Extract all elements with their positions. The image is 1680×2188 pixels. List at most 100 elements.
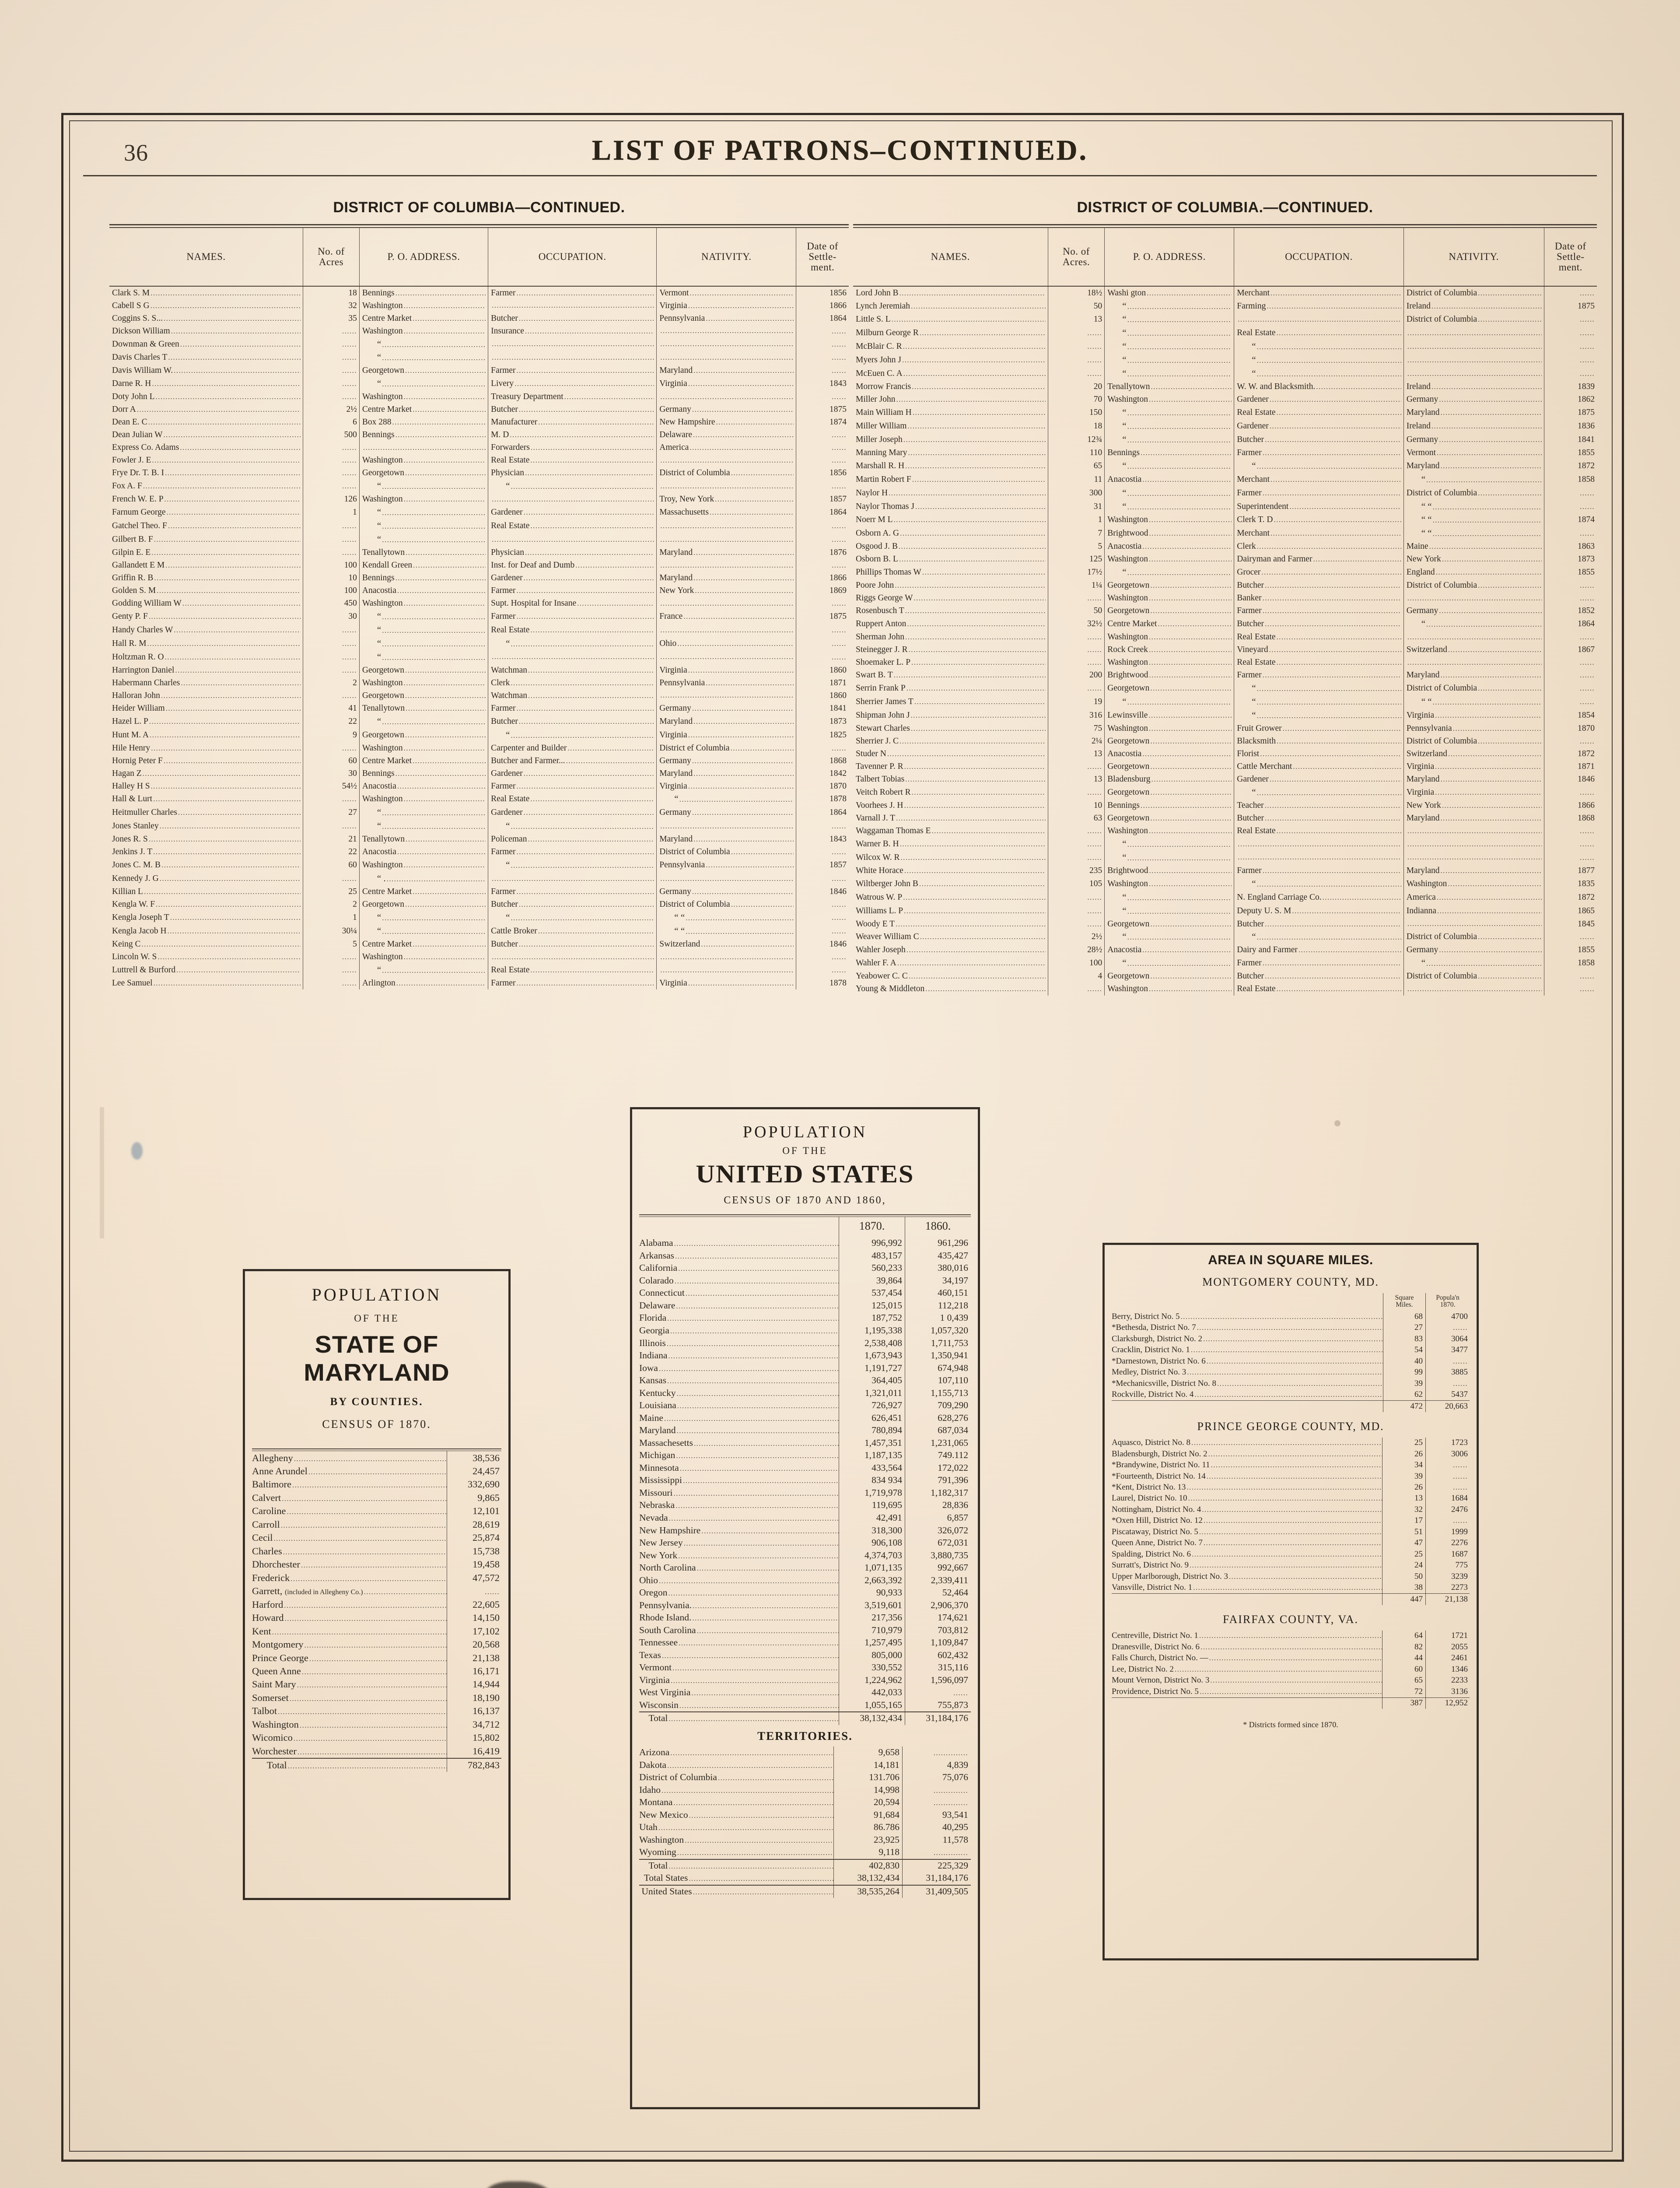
table-row[interactable]: Lynch Jeremiah..........................… [853,299,1597,313]
table-row[interactable]: Darne R. H..............................… [109,377,849,391]
table-row[interactable]: Gatchel Theo. F.........................… [109,519,849,533]
table-row[interactable]: Poore John..............................… [853,579,1597,592]
table-row[interactable]: Heider William..........................… [109,702,849,715]
table-row[interactable]: Downman & Green.........................… [109,337,849,351]
table-row[interactable]: Gilpin E. E.............................… [109,546,849,559]
table-row[interactable]: Manning Mary............................… [853,446,1597,459]
table-row[interactable]: Dean E. C...............................… [109,416,849,429]
table-row[interactable]: Veitch Robert R.........................… [853,785,1597,799]
table-row[interactable]: Cabell S G..............................… [109,299,849,312]
table-row[interactable]: Handy Charles W.........................… [109,623,849,637]
table-row[interactable]: Waggaman Thomas E.......................… [853,824,1597,838]
table-row[interactable]: Lord John B.............................… [853,286,1597,299]
table-row[interactable]: Woody E T...............................… [853,917,1597,930]
table-row[interactable]: Studer N................................… [853,747,1597,761]
table-row[interactable]: Hunt M. A...............................… [109,728,849,742]
table-row[interactable]: Little S. L.............................… [853,312,1597,326]
table-row[interactable]: Hile Henry..............................… [109,741,849,754]
table-row[interactable]: Davis Charles T.........................… [109,351,849,365]
table-row[interactable]: McBlair C. R............................… [853,340,1597,354]
table-row[interactable]: Tavenner P. R...........................… [853,760,1597,773]
table-row[interactable]: Williams L. P...........................… [853,904,1597,918]
table-row[interactable]: Gallandett E M..........................… [109,559,849,572]
table-row[interactable]: Hagan Z.................................… [109,767,849,780]
table-row[interactable]: Jones C. M. B...........................… [109,858,849,872]
table-row[interactable]: Miller William..........................… [853,419,1597,433]
table-row[interactable]: Miller John.............................… [853,393,1597,406]
table-row[interactable]: Wahler F. A.............................… [853,956,1597,970]
table-row[interactable]: Express Co. Adams.......................… [109,441,849,454]
table-row[interactable]: Jenkins J. T............................… [109,845,849,859]
table-row[interactable]: Milburn George R........................… [853,326,1597,340]
table-row[interactable]: Steinegger J. R.........................… [853,643,1597,656]
table-row[interactable]: Marshall R. H...........................… [853,459,1597,473]
table-row[interactable]: Jones Stanley...........................… [109,819,849,833]
table-row[interactable]: Griffin R. B............................… [109,572,849,585]
table-row[interactable]: Kennedy J. G............................… [109,872,849,886]
table-row[interactable]: Wiltberger John B.......................… [853,877,1597,891]
table-row[interactable]: McEuen C. A.............................… [853,367,1597,381]
table-row[interactable]: Shipman John J..........................… [853,708,1597,722]
table-row[interactable]: Young & Middleton.......................… [853,982,1597,996]
table-row[interactable]: Luttrell & Burford......................… [109,963,849,977]
table-row[interactable]: Clark S. M..............................… [109,286,849,299]
table-row[interactable]: Wahler Joseph...........................… [853,943,1597,957]
table-row[interactable]: Dean Julian W...........................… [109,428,849,442]
table-row[interactable]: Miller Joseph...........................… [853,433,1597,447]
table-row[interactable]: Talbert Tobias..........................… [853,773,1597,786]
table-row[interactable]: Halley H S..............................… [109,779,849,792]
table-row[interactable]: Hall & Lurt.............................… [109,792,849,806]
table-row[interactable]: Holtzman R. O...........................… [109,650,849,664]
table-row[interactable]: Kengla Jacob H..........................… [109,924,849,938]
table-row[interactable]: Swart B. T..............................… [853,669,1597,682]
table-row[interactable]: Morrow Francis..........................… [853,380,1597,393]
table-row[interactable]: Main William H..........................… [853,406,1597,420]
table-row[interactable]: Osborn A. G.............................… [853,526,1597,540]
table-row[interactable]: Hornig Peter F..........................… [109,754,849,767]
table-row[interactable]: Halloran John...........................… [109,689,849,702]
table-row[interactable]: Kengla Joseph T.........................… [109,911,849,925]
table-row[interactable]: Serrin Frank P..........................… [853,681,1597,695]
table-row[interactable]: Dorr A..................................… [109,403,849,416]
table-row[interactable]: Heitmuller Charles......................… [109,806,849,820]
table-row[interactable]: Martin Robert F.........................… [853,473,1597,487]
table-row[interactable]: Killian L...............................… [109,885,849,898]
table-row[interactable]: Habermann Charles.......................… [109,677,849,690]
table-row[interactable]: Fox A. F................................… [109,479,849,493]
table-row[interactable]: Sherrier James T........................… [853,695,1597,709]
table-row[interactable]: Sherman John............................… [853,631,1597,644]
table-row[interactable]: Watrous W. P............................… [853,891,1597,905]
table-row[interactable]: Stewart Charles.........................… [853,722,1597,735]
table-row[interactable]: Osgood J. B.............................… [853,540,1597,553]
table-row[interactable]: Lincoln W. S............................… [109,950,849,964]
table-row[interactable]: Godding William W.......................… [109,597,849,610]
table-row[interactable]: Davis William W.........................… [109,364,849,377]
table-row[interactable]: Hall R. M...............................… [109,637,849,651]
table-row[interactable]: Kengla W. F.............................… [109,898,849,911]
table-row[interactable]: Golden S. M.............................… [109,584,849,597]
table-row[interactable]: Coggins S. S............................… [109,312,849,325]
table-row[interactable]: Naylor Thomas J.........................… [853,500,1597,513]
table-row[interactable]: Sherrier J. C...........................… [853,735,1597,748]
table-row[interactable]: Doty John L.............................… [109,390,849,403]
table-row[interactable]: Phillips Thomas W.......................… [853,565,1597,579]
table-row[interactable]: Hazel L. P..............................… [109,715,849,729]
table-row[interactable]: Wilcox W. R.............................… [853,851,1597,865]
table-row[interactable]: Varnall J. T............................… [853,812,1597,825]
table-row[interactable]: Noerr M L...............................… [853,513,1597,527]
table-row[interactable]: French W. E. P..........................… [109,493,849,506]
table-row[interactable]: Weaver William C........................… [853,930,1597,944]
table-row[interactable]: Rosenbusch T............................… [853,604,1597,617]
table-row[interactable]: Yeabower C. C...........................… [853,970,1597,983]
table-row[interactable]: Fowler J. E.............................… [109,454,849,467]
table-row[interactable]: Frye Dr. T. B. I........................… [109,466,849,480]
table-row[interactable]: Harrington Daniel.......................… [109,664,849,677]
table-row[interactable]: Warner B. H.............................… [853,837,1597,851]
table-row[interactable]: White Horace............................… [853,864,1597,877]
table-row[interactable]: Dickson William.........................… [109,325,849,337]
table-row[interactable]: Jones R. S..............................… [109,833,849,846]
table-row[interactable]: Genty P. F..............................… [109,610,849,624]
table-row[interactable]: Shoemaker L. P..........................… [853,656,1597,669]
table-row[interactable]: Farnum George...........................… [109,505,849,519]
table-row[interactable]: Naylor H................................… [853,486,1597,500]
